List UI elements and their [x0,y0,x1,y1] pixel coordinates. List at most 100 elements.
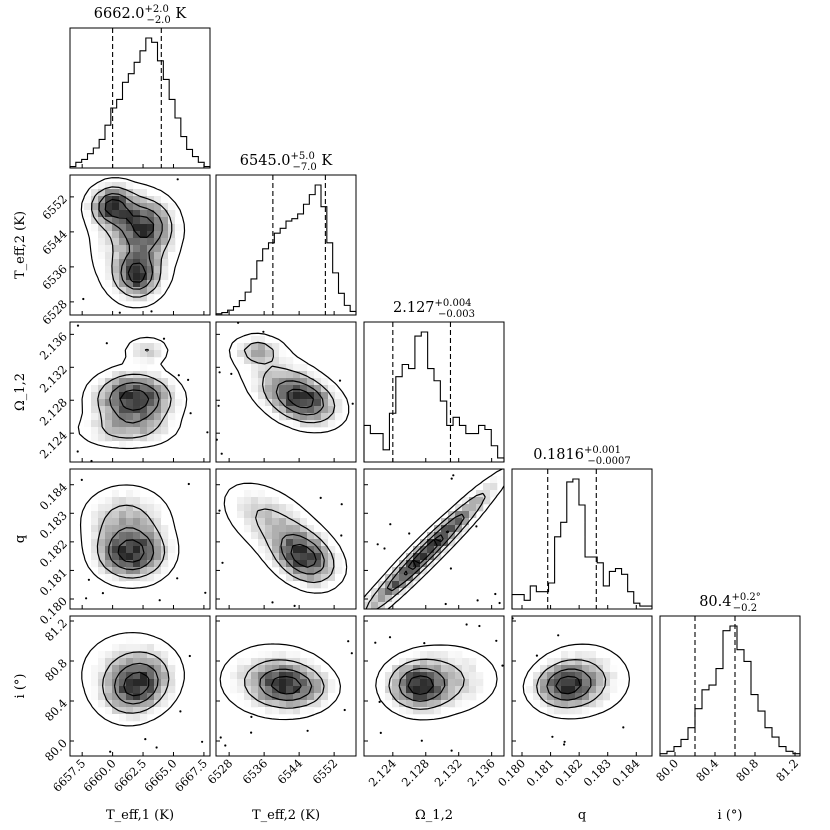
outlier-point [450,749,453,752]
x-tick-label-teff1: 6657.5 [50,756,88,794]
x-tick-label-q: 0.182 [552,756,585,789]
outlier-point [374,641,377,644]
frame-3-2 [363,468,505,610]
x-tick-label-i: 80.4 [693,756,721,784]
contour-3-2-0 [364,469,504,609]
outlier-point [563,740,566,743]
hist-frame-teff1 [69,27,211,169]
density-panel-i-vs-teff1 [69,615,211,757]
outlier-point [250,731,253,734]
contour-4-1-1 [244,659,325,709]
outlier-point [218,509,221,512]
x-tick-label-i: 81.2 [773,756,801,784]
frame-2-0 [69,321,211,463]
outlier-point [76,324,80,327]
x-tick-label-q: 0.180 [495,756,528,789]
contour-2-1-1 [243,341,336,424]
contour-2-0-2 [109,382,160,424]
y-tick-label-teff2: 6536 [39,262,70,293]
outlier-point [350,652,353,655]
outlier-point [118,311,121,314]
outlier-point [82,297,85,301]
x-axis-label-teff1: T_eff,1 (K) [106,808,174,823]
histogram-teff2 [215,184,357,315]
x-tick-label-teff2: 6552 [310,756,341,787]
y-tick-label-q: 0.183 [37,508,70,541]
x-tick-label-teff1: 6662.5 [111,756,149,794]
outlier-point [144,738,147,741]
outlier-point [90,459,93,462]
x-axis-label-omega: Ω_1,2 [415,808,453,823]
frame-3-1 [215,468,357,610]
outlier-point [271,601,274,604]
contour-3-1-3 [290,543,317,568]
x-tick-label-omega: 2.132 [432,756,465,789]
outlier-point [378,700,381,704]
density-panel-i-vs-q [511,615,653,757]
contour-2-1-2 [275,380,325,416]
y-axis-label-teff2: T_eff,2 (K) [13,211,28,279]
outlier-point [449,567,452,570]
contour-4-2-0 [375,644,498,721]
outlier-point [217,404,220,407]
outlier-point [478,624,481,628]
y-tick-label-teff2: 6552 [39,192,70,223]
density-panel-i-vs-omega [363,615,505,757]
outlier-point [187,378,190,381]
x-tick-label-teff2: 6544 [275,756,306,787]
density-panel-q-vs-teff2 [215,468,357,610]
contour-4-3-2 [546,668,592,701]
x-tick-label-i: 80.8 [733,756,761,784]
contour-3-0-1 [96,504,166,579]
outlier-point [158,599,161,602]
outlier-point [622,726,625,729]
y-tick-label-omega: 2.132 [37,362,70,395]
frame-2-1 [215,321,357,463]
contour-3-2-1 [365,492,486,609]
contour-4-2-1 [388,658,465,710]
y-tick-label-q: 0.182 [37,537,70,570]
outlier-point [389,523,392,526]
outlier-point [250,715,253,719]
outlier-point [376,543,379,546]
y-tick-label-q: 0.184 [37,480,70,513]
hist-frame-omega [363,321,505,463]
outlier-point [87,578,90,581]
outlier-point [444,602,447,606]
contour-4-0-3 [123,671,150,697]
contour-2-1-0 [228,332,350,434]
y-tick-label-i: 80.0 [42,736,70,764]
histogram-teff1 [69,37,211,168]
hist-frame-teff2 [215,174,357,316]
contour-2-0-0 [77,336,188,450]
title-i: 80.4+0.2° −0.2 [699,592,761,614]
contour-1-0-3 [104,198,155,283]
outlier-point [452,474,455,477]
outlier-point [319,496,322,499]
contour-3-0-2 [108,527,155,571]
y-tick-label-omega: 2.124 [37,428,70,461]
title-teff2: 6545.0+5.0 −7.0 K [240,151,334,173]
outlier-point [189,412,192,415]
outlier-point [340,534,343,537]
x-tick-label-q: 0.181 [524,756,557,789]
outlier-point [379,731,382,735]
outlier-point [383,547,386,550]
y-tick-label-teff2: 6528 [39,297,70,328]
outlier-point [230,372,233,375]
frame-3-0 [69,468,211,610]
outlier-point [101,592,104,595]
hist-frame-i [659,615,801,757]
y-tick-label-q: 0.181 [37,565,70,598]
density-panel-i-vs-teff2 [215,615,357,757]
outlier-point [306,729,309,732]
outlier-point [218,371,221,374]
contour-4-1-3 [270,675,302,695]
hist-panel-teff1: 6662.0+2.0 −2.0 K [69,4,211,169]
contour-3-0-0 [79,484,180,589]
y-tick-label-i: 80.8 [42,656,70,684]
y-axis-label-i: i (°) [13,674,28,699]
y-tick-label-omega: 2.128 [37,395,70,428]
outlier-point [563,743,566,746]
